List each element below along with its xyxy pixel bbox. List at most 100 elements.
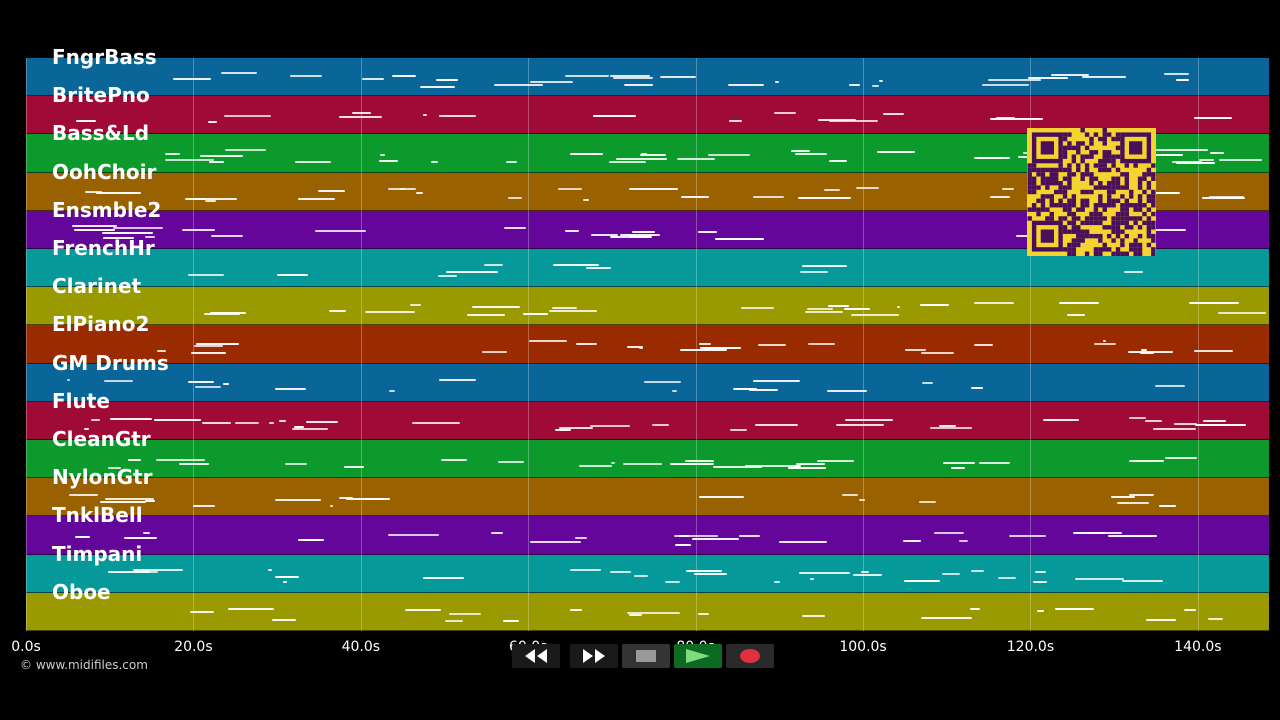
gridline [1030,58,1032,631]
midi-note [798,197,851,200]
midi-note [297,197,336,200]
midi-note [1174,423,1198,426]
midi-note [549,309,597,312]
midi-note [338,115,383,118]
midi-note [1050,73,1089,76]
midi-note [361,77,384,80]
midi-note [1208,195,1245,198]
midi-note [133,569,184,572]
rewind-button[interactable] [512,644,560,668]
midi-note [958,539,969,542]
midi-note [267,569,273,572]
midi-note [1124,271,1143,274]
track-lane [26,440,1269,479]
midi-note [1217,312,1266,315]
midi-note [530,81,574,84]
midi-note [379,160,399,163]
midi-note [879,79,884,82]
midi-note [423,113,427,116]
midi-note [795,153,828,156]
midi-note [294,161,332,164]
play-button[interactable] [674,644,722,668]
record-button[interactable] [726,644,774,668]
midi-note [974,157,1003,160]
midi-note [638,347,644,350]
midi-note [272,619,297,622]
midi-note [153,419,201,422]
copyright-text: © www.midifiles.com [20,658,148,672]
midi-note [699,343,711,346]
midi-note [1028,76,1069,79]
midi-note [1128,494,1154,497]
midi-note [144,500,155,503]
midi-note [420,85,456,88]
midi-note [807,342,835,345]
midi-note [611,235,643,238]
midi-note [438,274,457,277]
midi-note [107,467,122,470]
midi-note [728,119,743,122]
midi-note [693,572,727,575]
stop-button[interactable] [622,644,670,668]
midi-note [773,111,797,114]
midi-note [380,154,386,157]
track-name: CleanGtr [52,427,151,451]
midi-note [551,307,577,310]
midi-note [196,343,240,346]
midi-note [156,350,167,353]
midi-note [291,427,329,430]
midi-note [921,381,934,384]
midi-note [1129,417,1146,420]
midi-note [392,75,417,78]
midi-note [798,572,851,575]
midi-note [634,575,648,578]
midi-note [410,303,422,306]
midi-note [274,387,307,390]
midi-note [1108,534,1158,537]
record-icon [740,649,760,663]
midi-note [1203,420,1227,422]
midi-note [829,159,847,162]
midi-note [938,424,956,427]
midi-note [971,387,983,390]
fast-forward-button[interactable] [570,644,618,668]
midi-note [72,225,118,228]
midi-note [951,467,965,470]
midi-note [441,459,468,462]
track-name: Ensmble2 [52,197,162,222]
midi-note [289,75,322,78]
midi-note [1144,229,1186,232]
midi-note [921,352,955,355]
midi-note [778,541,828,544]
midi-note [102,236,134,239]
midi-note [774,80,779,83]
midi-note [749,389,778,392]
track-name: NylonGtr [52,465,153,490]
midi-note [435,79,458,82]
midi-note [224,149,266,152]
midi-note [1209,152,1224,155]
midi-note [582,199,589,202]
midi-note [1194,424,1246,426]
midi-note [505,160,518,163]
midi-note [188,198,206,201]
midi-note [727,83,765,86]
qr-code-icon [1027,128,1156,256]
fast-forward-icon [583,649,605,663]
midi-note [1165,457,1198,460]
midi-note [918,501,937,504]
midi-note [1008,535,1046,538]
midi-note [610,570,632,573]
midi-note [826,389,867,392]
midi-note [502,620,520,623]
midi-note [942,461,976,464]
midi-note [848,84,861,87]
midi-note [438,378,476,381]
midi-note [627,611,680,614]
midi-note [446,271,499,274]
midi-note [845,419,894,422]
midi-note [971,569,984,572]
midi-note [76,119,96,122]
midi-note [773,581,781,584]
midi-note [920,617,973,620]
